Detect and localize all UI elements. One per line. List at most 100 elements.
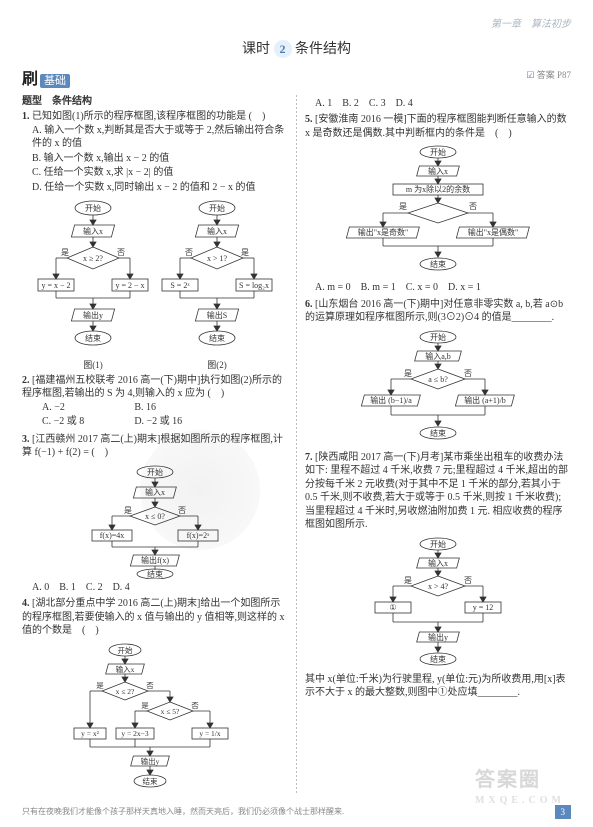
figure-4: 开始 输入x x ≤ 2? 是否 y = x² x ≤ 5? 是否 y = 2x… (22, 642, 288, 792)
q1-opt-b: B. 输入一个数 x,输出 x − 2 的值 (32, 152, 288, 166)
q6-number: 6. (305, 299, 313, 310)
svg-text:x > 1?: x > 1? (207, 254, 228, 263)
svg-text:y = 12: y = 12 (473, 603, 494, 612)
question-7: 7. [陕西咸阳 2017 高一(下)月考]某市乘坐出租车的收费办法如下: 里程… (305, 451, 571, 532)
svg-text:输出 (a+1)/b: 输出 (a+1)/b (464, 395, 506, 405)
figure-3: 开始 输入x x ≤ 0? 是否 f(x)=4x f(x)=2ˣ 输出f(x) … (22, 464, 288, 579)
q4-opt-d: D. 4 (396, 97, 413, 111)
column-divider (296, 95, 297, 794)
svg-text:结束: 结束 (147, 569, 163, 579)
svg-text:x ≥ 2?: x ≥ 2? (83, 254, 103, 263)
q1-opt-a: A. 输入一个数 x,判断其是否大于或等于 2,然后输出符合条件的 x 的值 (32, 124, 288, 151)
svg-text:输出 (b−1)/a: 输出 (b−1)/a (370, 395, 412, 405)
footer-quote: 只有在夜晚我们才能像个孩子那样天真地入睡，然而天亮后，我们仍必须像个战士那样醒来… (22, 807, 344, 818)
svg-text:输入x: 输入x (207, 226, 227, 236)
q3-opt-b: B. 1 (59, 581, 76, 595)
svg-text:输出f(x): 输出f(x) (141, 555, 169, 565)
brush-sub: 基础 (40, 74, 70, 88)
q5-opt-a: A. m = 0 (315, 281, 351, 295)
figure-6: 开始 输入a,b a ≤ b? 是 否 输出 (b−1)/a 输出 (a+1)/b… (305, 329, 571, 449)
svg-text:f(x)=4x: f(x)=4x (100, 531, 125, 540)
q3-opt-c: C. 2 (86, 581, 103, 595)
q7-number: 7. (305, 452, 313, 463)
svg-text:是: 是 (399, 202, 407, 211)
q4-opt-a: A. 1 (315, 97, 332, 111)
svg-text:输出y: 输出y (83, 310, 103, 320)
chapter-header: 第一章 算法初步 (22, 18, 571, 32)
figure-7: 开始 输入x x > 4? 是否 ① y = 12 输出y 结束 (305, 536, 571, 671)
svg-text:输入a,b: 输入a,b (425, 351, 451, 361)
svg-text:否: 否 (464, 369, 472, 378)
flowchart-q5: 开始 输入x m 为x除以2的余数 是否 输出"x是奇数" 输出"x是偶数" 结… (338, 144, 538, 279)
q5-opt-c: C. x = 0 (406, 281, 438, 295)
svg-text:y = x − 2: y = x − 2 (41, 281, 70, 290)
q5-opt-b: B. m = 1 (361, 281, 396, 295)
page-number: 3 (555, 805, 572, 819)
svg-text:y = 2 − x: y = 2 − x (115, 281, 144, 290)
flowchart-q4: 开始 输入x x ≤ 2? 是否 y = x² x ≤ 5? 是否 y = 2x… (70, 642, 240, 792)
q4-number: 4. (22, 598, 30, 609)
q3-number: 3. (22, 434, 30, 445)
svg-text:否: 否 (185, 248, 193, 257)
svg-text:开始: 开始 (430, 539, 446, 549)
svg-text:开始: 开始 (430, 332, 446, 342)
svg-text:是: 是 (404, 576, 412, 585)
svg-text:开始: 开始 (85, 203, 101, 213)
svg-text:是: 是 (96, 681, 104, 690)
q2-opt-b: B. 16 (134, 401, 182, 415)
svg-text:a ≤ b?: a ≤ b? (428, 375, 448, 384)
q2-text: [福建福州五校联考 2016 高一(下)期中]执行如图(2)所示的程序框图,若输… (22, 375, 282, 400)
lesson-title: 课时 2 条件结构 (22, 40, 571, 60)
svg-text:S = 2ˣ: S = 2ˣ (170, 281, 190, 290)
q3-opt-a: A. 0 (32, 581, 49, 595)
question-6: 6. [山东烟台 2016 高一(下)期中]对任意非零实数 a, b,若 a⊙b… (305, 298, 571, 325)
svg-text:结束: 结束 (430, 654, 446, 664)
svg-text:开始: 开始 (430, 147, 446, 157)
lesson-name: 条件结构 (295, 42, 351, 57)
svg-text:输出"x是奇数": 输出"x是奇数" (358, 227, 409, 237)
q4-opt-c: C. 3 (369, 97, 386, 111)
svg-text:x > 4?: x > 4? (428, 582, 449, 591)
svg-text:是: 是 (124, 506, 132, 515)
svg-text:否: 否 (469, 202, 477, 211)
svg-text:x ≤ 5?: x ≤ 5? (161, 707, 180, 716)
q5-opt-d: D. x = 1 (448, 281, 481, 295)
q2-number: 2. (22, 375, 30, 386)
question-4: 4. [湖北部分重点中学 2016 高二(上)期末]给出一个如图所示的程序框图,… (22, 597, 288, 638)
svg-text:开始: 开始 (147, 467, 163, 477)
svg-text:x ≤ 0?: x ≤ 0? (145, 512, 165, 521)
svg-text:x ≤ 2?: x ≤ 2? (116, 687, 135, 696)
svg-text:开始: 开始 (209, 203, 225, 213)
lesson-number-badge: 2 (274, 40, 292, 58)
svg-text:输出"x是偶数": 输出"x是偶数" (468, 227, 519, 237)
flowchart-q3: 开始 输入x x ≤ 0? 是否 f(x)=4x f(x)=2ˣ 输出f(x) … (80, 464, 230, 579)
svg-text:是: 是 (241, 248, 249, 257)
page-footer: 只有在夜晚我们才能像个孩子那样天真地入睡，然而天亮后，我们仍必须像个战士那样醒来… (22, 805, 571, 819)
svg-text:输入x: 输入x (116, 664, 135, 674)
q7-tail-text: 其中 x(单位:千米)为行驶里程, y(单位:元)为所收费用,用[x]表示不大于… (305, 674, 566, 699)
question-7-tail: 其中 x(单位:千米)为行驶里程, y(单位:元)为所收费用,用[x]表示不大于… (305, 673, 571, 700)
svg-text:输入x: 输入x (83, 226, 103, 236)
svg-text:输出y: 输出y (428, 632, 448, 642)
svg-text:否: 否 (117, 248, 125, 257)
figure-5: 开始 输入x m 为x除以2的余数 是否 输出"x是奇数" 输出"x是偶数" 结… (305, 144, 571, 279)
answer-ref-text: 答案 P87 (537, 70, 571, 80)
svg-text:①: ① (389, 603, 396, 612)
svg-text:是: 是 (404, 369, 412, 378)
svg-text:输入x: 输入x (428, 166, 448, 176)
q2-opt-a: A. −2 (42, 401, 84, 415)
q3-opt-d: D. 4 (113, 581, 130, 595)
svg-text:y = 2x−3: y = 2x−3 (121, 729, 148, 738)
q7-text: [陕西咸阳 2017 高一(下)月考]某市乘坐出租车的收费办法如下: 里程不超过… (305, 452, 568, 531)
svg-text:S = log₂x: S = log₂x (239, 281, 269, 290)
q1-opt-c: C. 任给一个实数 x,求 |x − 2| 的值 (32, 166, 288, 180)
svg-text:否: 否 (146, 681, 154, 690)
svg-text:输出S: 输出S (207, 310, 227, 320)
svg-text:结束: 结束 (85, 333, 101, 343)
svg-text:输入x: 输入x (428, 558, 448, 568)
svg-text:输出y: 输出y (141, 756, 160, 766)
svg-text:结束: 结束 (209, 333, 225, 343)
svg-text:结束: 结束 (430, 259, 446, 269)
q6-text: [山东烟台 2016 高一(下)期中]对任意非零实数 a, b,若 a⊙b 的运… (305, 299, 563, 324)
right-column: A. 1 B. 2 C. 3 D. 4 5. [安徽淮南 2016 一模]下面的… (305, 95, 571, 794)
